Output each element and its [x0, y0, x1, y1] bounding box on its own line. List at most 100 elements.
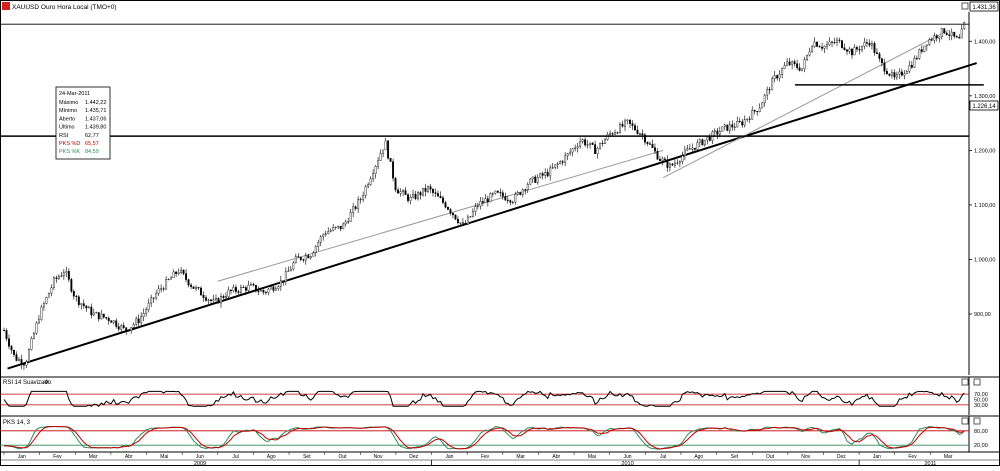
candle-body [950, 31, 953, 36]
pks-tick-label: 80,00 [974, 429, 988, 435]
candle-body [417, 192, 419, 199]
candle-body [40, 306, 43, 320]
candle-body [890, 72, 893, 76]
month-label: Out [338, 454, 347, 460]
rsi-close-icon[interactable] [973, 378, 981, 386]
candle-body [746, 118, 749, 120]
candle-body [803, 59, 806, 69]
candle-body [893, 72, 896, 78]
panel-menu-icon[interactable] [961, 2, 969, 10]
candle-body [13, 349, 15, 355]
candle-body [544, 171, 547, 176]
candle-body [3, 330, 5, 332]
candle-body [851, 48, 853, 56]
candle-body [324, 233, 327, 235]
candle-body [227, 289, 230, 297]
pks-axis: 80,00 20,00 [974, 429, 988, 449]
candle-body [404, 190, 407, 195]
candle-body [676, 162, 679, 164]
symbol-icon[interactable] [2, 2, 10, 10]
candle-body [491, 193, 494, 195]
candle-body [185, 273, 188, 280]
candle-body [205, 297, 207, 301]
candle-body [414, 193, 417, 199]
candle-body [257, 290, 260, 292]
candle-body [793, 61, 796, 64]
crosshair-info-box: 24-Mar-2011 Máximo 1.442,22 Mínimo 1.435,71… [55, 86, 111, 160]
month-label: Nov [801, 454, 810, 460]
candle-body [564, 155, 567, 163]
candle-body [526, 183, 529, 190]
candle-body [27, 349, 30, 362]
candle-body [30, 338, 33, 350]
candle-body [237, 291, 240, 293]
pks-close-icon[interactable] [973, 417, 981, 425]
candle-body [220, 295, 222, 304]
candle-body [496, 190, 499, 193]
candle-body [10, 346, 13, 351]
candle-body [264, 291, 267, 293]
rsi-tick-label: 30,00 [974, 403, 988, 409]
candle-body [758, 107, 761, 112]
candle-body [177, 272, 180, 274]
candle-body [561, 161, 564, 163]
candle-body [626, 119, 629, 122]
month-label: Ago [694, 454, 703, 460]
candle-body [576, 146, 579, 149]
candle-body [437, 193, 439, 197]
pks-menu-icon[interactable] [961, 417, 969, 425]
candle-body [282, 280, 285, 282]
candle-body [663, 158, 666, 160]
candle-body [661, 158, 664, 161]
candle-body [439, 196, 442, 199]
trendline-mid-support[interactable] [217, 149, 664, 282]
candle-body [666, 159, 669, 168]
ref-price-text: 1.226,14 [972, 104, 996, 110]
candle-body [611, 133, 614, 135]
month-label: Mar [516, 454, 525, 460]
candle-body [87, 306, 90, 309]
candle-body [870, 43, 873, 46]
candle-body [920, 49, 923, 52]
candle-body [895, 74, 898, 78]
rsi-menu-icon[interactable] [961, 378, 969, 386]
candle-body [317, 242, 320, 247]
rsi-settings-icon[interactable]: ✲ [44, 379, 49, 386]
month-label: Mar [89, 454, 98, 460]
month-label: Mai [160, 454, 168, 460]
candle-body [432, 189, 434, 193]
candle-body [596, 147, 599, 154]
trendline-main-support[interactable] [7, 62, 977, 370]
candle-body [481, 201, 484, 203]
candle-body [521, 189, 524, 195]
candle-body [806, 54, 809, 60]
candle-body [516, 192, 519, 195]
candle-body [242, 286, 245, 288]
info-row-label: Último [59, 124, 75, 131]
candle-body [541, 173, 544, 176]
candle-body [888, 73, 891, 76]
candle-body [235, 287, 237, 292]
candle-body [885, 71, 888, 75]
candle-body [215, 298, 217, 300]
trendline-recent-support[interactable] [662, 29, 949, 179]
info-date: 24-Mar-2011 [59, 91, 90, 97]
candle-body [357, 199, 360, 209]
price-panel[interactable]: 1.400,00 1.300,00 1.200,00 1.100,00 1.000,00… [0, 1, 999, 375]
candle-body [898, 71, 901, 75]
pks-panel[interactable]: PKS 14, 3 80,00 20,00 [0, 415, 1000, 452]
time-axis[interactable]: Jan Fev Mar Abr Mai Jun Jul Ago Set Out Nov Dez Jan F… [0, 451, 1000, 467]
candle-body [554, 164, 557, 168]
candle-body [549, 167, 552, 177]
candle-body [811, 46, 814, 53]
current-price-text: 1.431,36 [972, 5, 996, 11]
candle-body [190, 284, 193, 287]
candle-body [848, 48, 851, 52]
candle-body [379, 153, 382, 161]
candle-body [369, 178, 372, 185]
candle-body [489, 193, 492, 203]
candle-body [616, 132, 619, 134]
